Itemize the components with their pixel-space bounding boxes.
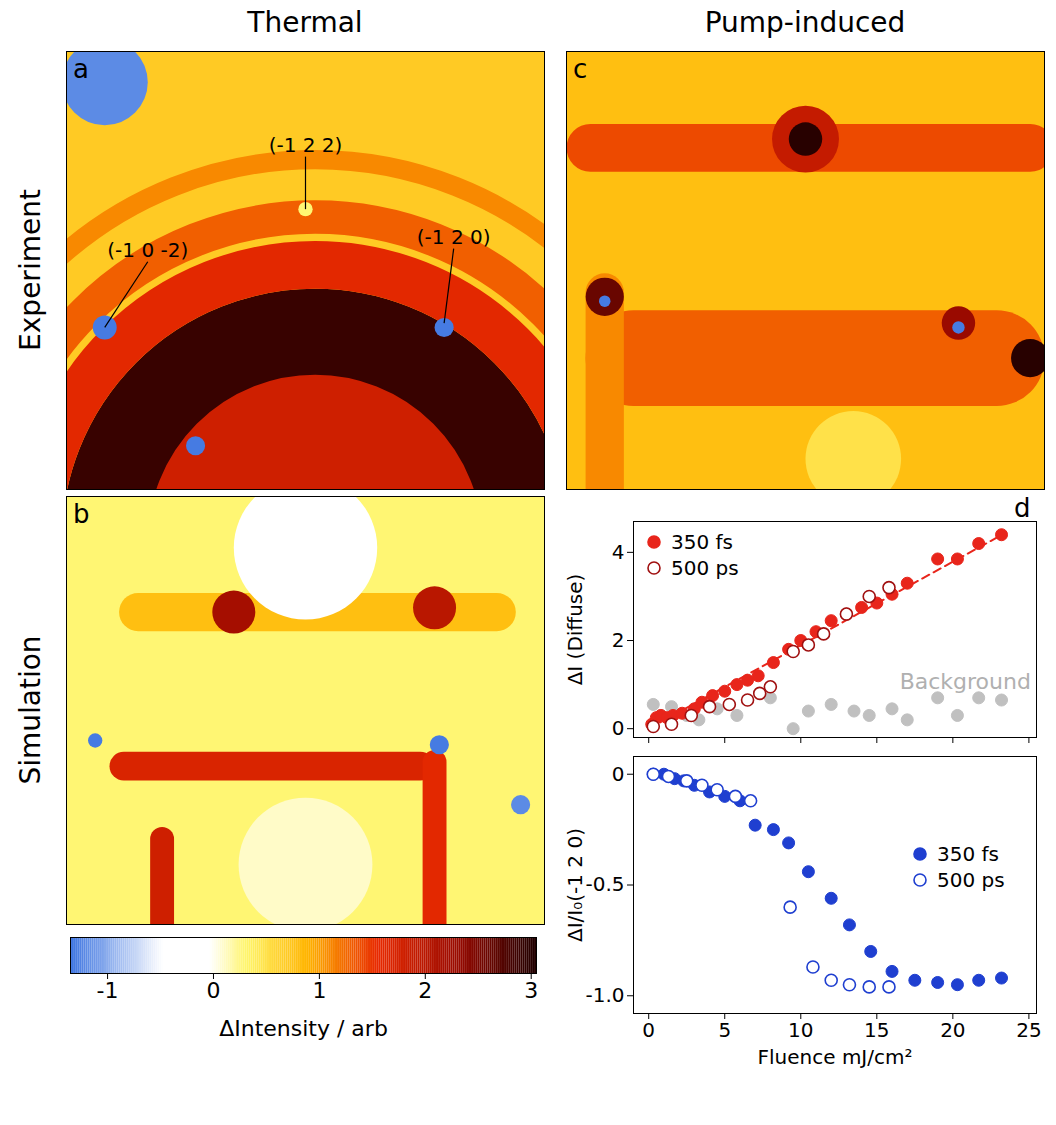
html-text:Experiment: Experiment [13, 189, 47, 351]
html-text:500 ps: 500 ps [671, 556, 739, 580]
svg-text:2: 2 [418, 978, 432, 1003]
html-text:350 fs: 350 fs [937, 842, 999, 866]
svg-text:10: 10 [788, 1018, 813, 1042]
html-text:d: d [1014, 493, 1031, 523]
svg-text:15: 15 [864, 1018, 889, 1042]
html-text:Thermal: Thermal [247, 6, 363, 39]
svg-text:2: 2 [612, 628, 625, 652]
svg-text:4: 4 [612, 540, 625, 564]
svg-text:(-1 2 2): (-1 2 2) [269, 133, 343, 157]
svg-text:0: 0 [612, 762, 625, 786]
svg-text:ΔI (Diffuse): ΔI (Diffuse) [563, 574, 587, 686]
html-text:350 fs: 350 fs [671, 530, 733, 554]
svg-text:ΔIntensity / arb: ΔIntensity / arb [219, 1016, 388, 1041]
html-text:500 ps: 500 ps [937, 868, 1005, 892]
svg-text:Background: Background [900, 669, 1031, 694]
svg-text:25: 25 [1016, 1018, 1041, 1042]
svg-text:Fluence mJ/cm²: Fluence mJ/cm² [758, 1045, 913, 1069]
svg-text:1: 1 [312, 978, 326, 1003]
svg-text:3: 3 [524, 978, 538, 1003]
svg-text:-1.0: -1.0 [585, 983, 624, 1007]
svg-text:0: 0 [642, 1018, 655, 1042]
svg-text:(-1 0 -2): (-1 0 -2) [107, 238, 188, 262]
html-text:a: a [73, 54, 89, 84]
svg-text:5: 5 [718, 1018, 731, 1042]
html-text:b: b [73, 499, 90, 529]
html-text:c: c [573, 54, 588, 84]
svg-text:-1: -1 [97, 978, 119, 1003]
svg-text:20: 20 [940, 1018, 965, 1042]
svg-text:ΔI/I₀(-1 2 0): ΔI/I₀(-1 2 0) [563, 828, 587, 942]
html-text:Pump-induced: Pump-induced [704, 6, 906, 39]
svg-text:(-1 2 0): (-1 2 0) [417, 225, 491, 249]
svg-text:0: 0 [612, 716, 625, 740]
svg-text:0: 0 [206, 978, 220, 1003]
svg-text:-0.5: -0.5 [585, 872, 624, 896]
html-text:Simulation: Simulation [13, 635, 47, 785]
